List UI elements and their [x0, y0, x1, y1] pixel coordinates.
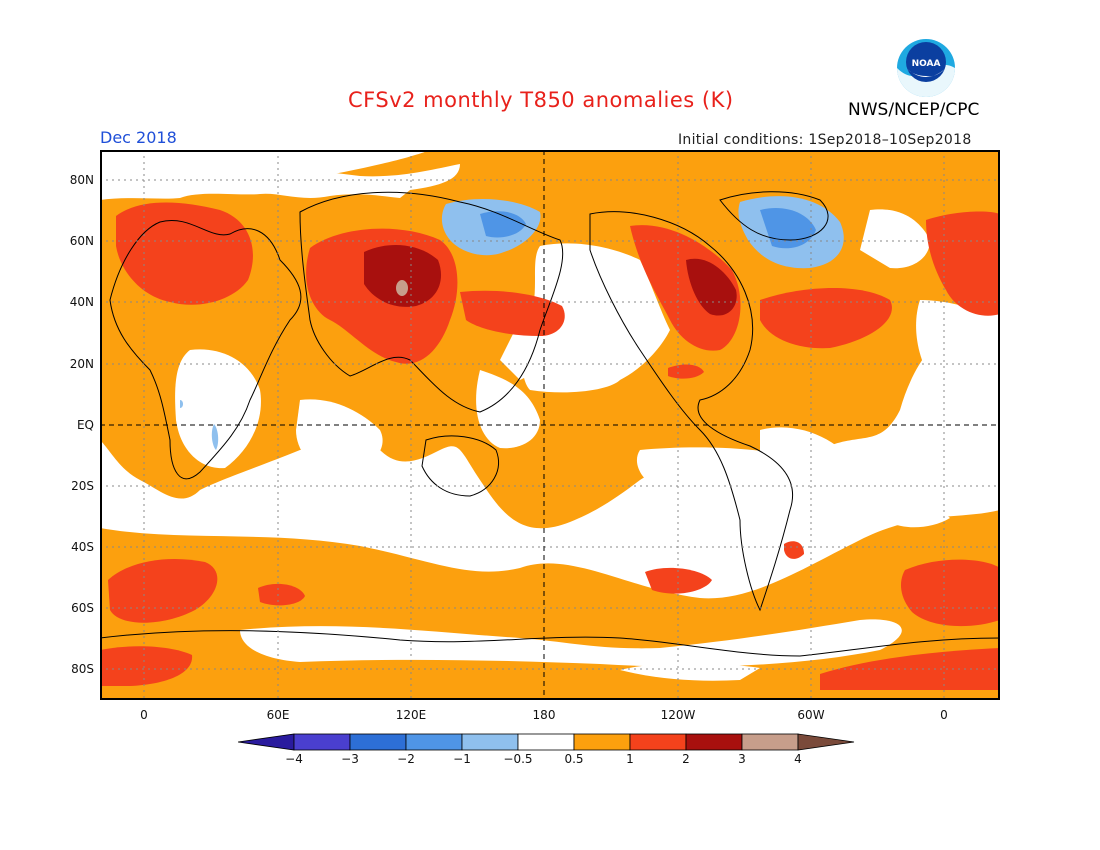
colorbar-swatch-5	[517, 733, 575, 751]
colorbar-swatch-4	[461, 733, 519, 751]
colorbar-label: 0.5	[564, 752, 584, 766]
anomaly-south-indian-warm	[258, 583, 305, 606]
equator-and-dateline	[100, 150, 1000, 700]
anomaly-map	[100, 150, 1000, 700]
x-tick-0-right: 0	[940, 708, 948, 722]
y-tick-60s: 60S	[71, 601, 94, 615]
colorbar-swatch-8	[685, 733, 743, 751]
x-tick-60w: 60W	[797, 708, 825, 722]
colorbar-label: 1	[626, 752, 634, 766]
y-tick-40s: 40S	[71, 540, 94, 554]
y-tick-20s: 20S	[71, 479, 94, 493]
anomaly-antarctic-white	[240, 619, 902, 667]
anomaly-indian-white	[296, 399, 383, 476]
map-frame	[100, 150, 1000, 700]
colorbar-swatch-3	[405, 733, 463, 751]
colorbar-swatch-7	[629, 733, 687, 751]
anomaly-north-pacific-white	[522, 243, 670, 393]
anomaly-sa-warm-patch	[784, 541, 804, 559]
y-tick-20n: 20N	[69, 357, 94, 371]
anomaly-atlantic-white	[916, 300, 1000, 405]
anomaly-n-atlantic-white	[860, 209, 930, 269]
colorbar-swatch-9	[741, 733, 799, 751]
x-tick-120w: 120W	[660, 708, 696, 722]
y-tick-80s: 80S	[71, 662, 94, 676]
anomaly-arctic-white	[100, 164, 460, 200]
y-tick-80n: 80N	[69, 173, 94, 187]
y-tick-eq: EQ	[76, 418, 94, 432]
x-tick-180: 180	[532, 708, 556, 722]
x-tick-60e: 60E	[266, 708, 290, 722]
y-tick-60n: 60N	[69, 234, 94, 248]
anomaly-cen-pac-warm	[668, 364, 704, 379]
anomaly-siberia-cool-core	[480, 211, 526, 238]
agency-label: NWS/NCEP/CPC	[848, 100, 980, 120]
anomaly-east-atl-warm	[926, 211, 1000, 316]
forecast-month: Dec 2018	[100, 128, 177, 147]
anomaly-antarctic-white-2	[620, 663, 760, 681]
colorbar	[238, 733, 855, 751]
y-tick-40n: 40N	[69, 295, 94, 309]
anomaly-sa-coast-white	[880, 496, 950, 528]
anomaly-africa-cool	[211, 424, 219, 450]
colorbar-swatch-above-max	[797, 733, 855, 751]
colorbar-swatch-2	[349, 733, 407, 751]
anomaly-southwest-warm	[900, 559, 1000, 627]
colorbar-swatch-below-min	[238, 733, 295, 751]
anomaly-atl-cool-dot	[180, 400, 183, 408]
anomaly-natl-warm	[760, 287, 892, 349]
colorbar-swatch-1	[293, 733, 351, 751]
initial-conditions: Initial conditions: 1Sep2018–10Sep2018	[678, 132, 972, 148]
colorbar-label: 3	[738, 752, 746, 766]
logo-text: NOAA	[912, 59, 941, 69]
colorbar-label: 4	[794, 752, 802, 766]
anomaly-very-strong	[396, 280, 408, 296]
anomaly-south-pacific-warm	[645, 567, 712, 594]
noaa-logo: NOAA	[897, 39, 955, 97]
anomaly-eastpac-white	[636, 447, 784, 509]
colorbar-label: −3	[341, 752, 359, 766]
anomaly-africa-white	[175, 349, 261, 469]
anomaly-antarctic-warm-1	[100, 646, 193, 686]
colorbar-label: −4	[285, 752, 303, 766]
anomaly-canada-strong	[686, 258, 737, 316]
x-tick-0: 0	[140, 708, 148, 722]
anomaly-na-warm	[630, 225, 741, 351]
gridlines	[100, 150, 1000, 700]
colorbar-label: −1	[453, 752, 471, 766]
colorbar-label: 2	[682, 752, 690, 766]
anomaly-south-atlantic-warm	[108, 559, 218, 623]
map-title: CFSv2 monthly T850 anomalies (K)	[348, 88, 734, 112]
anomaly-mongolia-strong	[364, 245, 442, 307]
x-tick-120e: 120E	[395, 708, 427, 722]
colorbar-swatch-6	[573, 733, 631, 751]
colorbar-label: −2	[397, 752, 415, 766]
anomaly-trop-pac-white	[476, 370, 540, 449]
colorbar-label: −0.5	[503, 752, 533, 766]
